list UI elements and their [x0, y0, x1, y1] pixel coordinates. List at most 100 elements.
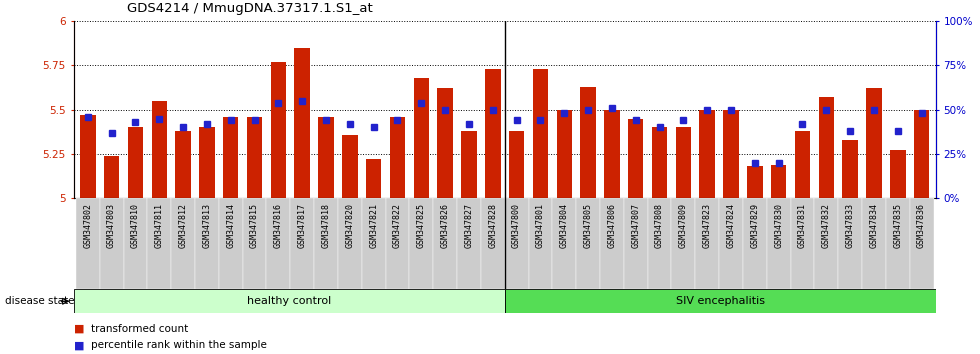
- Bar: [195, 198, 219, 289]
- Text: GSM347803: GSM347803: [107, 203, 116, 248]
- Bar: [100, 198, 123, 289]
- Text: GSM347813: GSM347813: [203, 203, 212, 248]
- Bar: [838, 198, 862, 289]
- Bar: [866, 88, 882, 198]
- Text: healthy control: healthy control: [247, 296, 331, 306]
- Text: GSM347816: GSM347816: [273, 203, 283, 248]
- Bar: [528, 198, 553, 289]
- Bar: [890, 150, 906, 198]
- Bar: [843, 140, 858, 198]
- Bar: [909, 198, 934, 289]
- Bar: [219, 198, 243, 289]
- Bar: [914, 110, 929, 198]
- Text: GSM347811: GSM347811: [155, 203, 164, 248]
- Bar: [771, 165, 786, 198]
- Bar: [338, 198, 362, 289]
- Text: GDS4214 / MmugDNA.37317.1.S1_at: GDS4214 / MmugDNA.37317.1.S1_at: [127, 2, 373, 15]
- Text: GSM347827: GSM347827: [465, 203, 473, 248]
- Text: GSM347809: GSM347809: [679, 203, 688, 248]
- Bar: [604, 110, 619, 198]
- Bar: [147, 198, 172, 289]
- Bar: [152, 101, 167, 198]
- Bar: [624, 198, 648, 289]
- Text: GSM347801: GSM347801: [536, 203, 545, 248]
- Bar: [600, 198, 624, 289]
- Bar: [75, 198, 100, 289]
- Text: GSM347804: GSM347804: [560, 203, 568, 248]
- Text: GSM347808: GSM347808: [655, 203, 664, 248]
- Text: GSM347835: GSM347835: [894, 203, 903, 248]
- Bar: [795, 131, 810, 198]
- Bar: [791, 198, 814, 289]
- Text: GSM347833: GSM347833: [846, 203, 855, 248]
- Text: GSM347814: GSM347814: [226, 203, 235, 248]
- Bar: [366, 159, 381, 198]
- Bar: [505, 289, 936, 313]
- Bar: [290, 198, 315, 289]
- Bar: [580, 87, 596, 198]
- Text: GSM347818: GSM347818: [321, 203, 330, 248]
- Text: GSM347810: GSM347810: [131, 203, 140, 248]
- Bar: [127, 127, 143, 198]
- Text: disease state: disease state: [5, 296, 74, 306]
- Text: GSM347815: GSM347815: [250, 203, 259, 248]
- Text: GSM347829: GSM347829: [751, 203, 760, 248]
- Text: GSM347802: GSM347802: [83, 203, 92, 248]
- Text: GSM347828: GSM347828: [488, 203, 497, 248]
- Text: GSM347830: GSM347830: [774, 203, 783, 248]
- Bar: [671, 198, 695, 289]
- Bar: [315, 198, 338, 289]
- Bar: [362, 198, 385, 289]
- Text: GSM347824: GSM347824: [726, 203, 736, 248]
- Text: GSM347817: GSM347817: [298, 203, 307, 248]
- Text: GSM347820: GSM347820: [345, 203, 355, 248]
- Bar: [743, 198, 766, 289]
- Bar: [414, 78, 429, 198]
- Text: SIV encephalitis: SIV encephalitis: [676, 296, 764, 306]
- Bar: [433, 198, 457, 289]
- Bar: [223, 117, 238, 198]
- Bar: [862, 198, 886, 289]
- Bar: [766, 198, 791, 289]
- Text: GSM347823: GSM347823: [703, 203, 711, 248]
- Bar: [719, 198, 743, 289]
- Text: GSM347812: GSM347812: [178, 203, 187, 248]
- Bar: [814, 198, 838, 289]
- Bar: [700, 110, 715, 198]
- Bar: [80, 115, 95, 198]
- Bar: [886, 198, 909, 289]
- Text: transformed count: transformed count: [91, 324, 188, 333]
- Bar: [267, 198, 290, 289]
- Text: ■: ■: [74, 340, 84, 350]
- Bar: [104, 156, 120, 198]
- Text: GSM347825: GSM347825: [416, 203, 426, 248]
- Text: ■: ■: [74, 324, 84, 333]
- Bar: [652, 127, 667, 198]
- Bar: [481, 198, 505, 289]
- Bar: [485, 69, 501, 198]
- Bar: [462, 131, 476, 198]
- Bar: [172, 198, 195, 289]
- Bar: [648, 198, 671, 289]
- Bar: [675, 127, 691, 198]
- Text: GSM347800: GSM347800: [513, 203, 521, 248]
- Bar: [410, 198, 433, 289]
- Bar: [294, 48, 310, 198]
- Bar: [723, 110, 739, 198]
- Bar: [247, 117, 263, 198]
- Text: percentile rank within the sample: percentile rank within the sample: [91, 340, 267, 350]
- Text: GSM347831: GSM347831: [798, 203, 807, 248]
- Bar: [318, 117, 334, 198]
- Bar: [390, 117, 406, 198]
- Bar: [74, 289, 505, 313]
- Bar: [457, 198, 481, 289]
- Bar: [437, 88, 453, 198]
- Bar: [123, 198, 147, 289]
- Bar: [553, 198, 576, 289]
- Bar: [175, 131, 191, 198]
- Bar: [342, 135, 358, 198]
- Text: GSM347822: GSM347822: [393, 203, 402, 248]
- Text: GSM347832: GSM347832: [822, 203, 831, 248]
- Bar: [628, 119, 644, 198]
- Bar: [557, 110, 572, 198]
